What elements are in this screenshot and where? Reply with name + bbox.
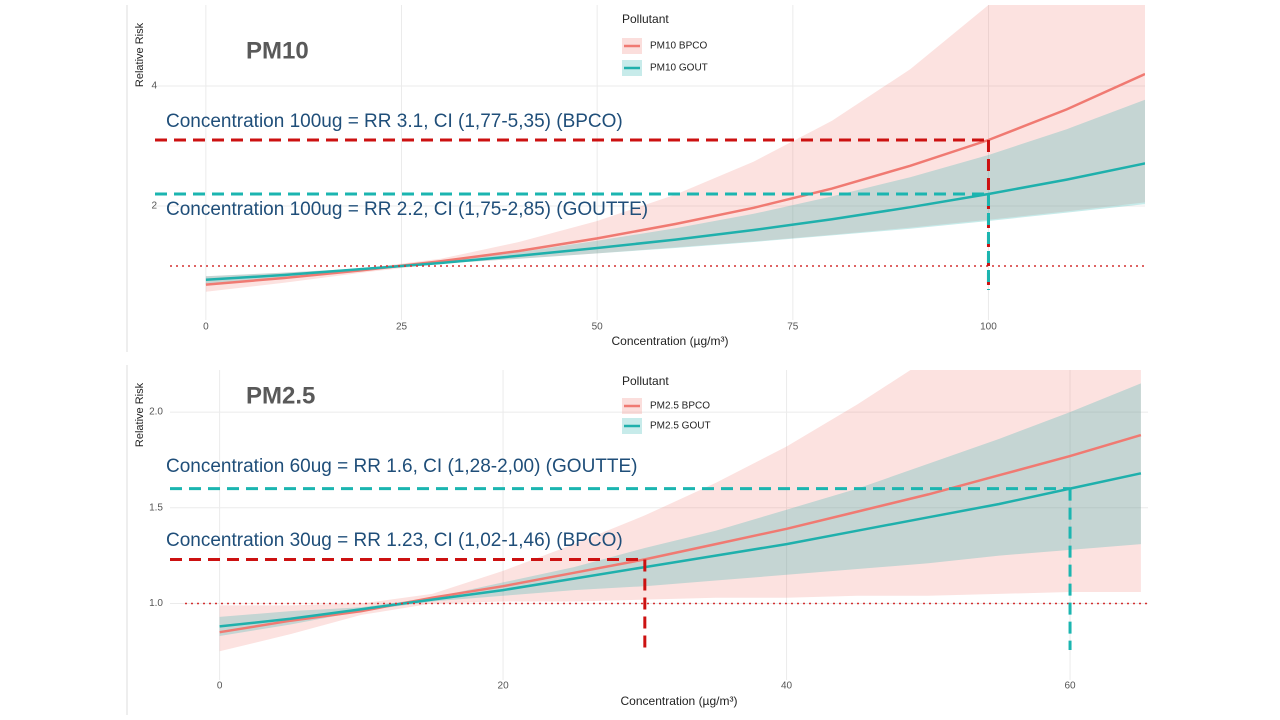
plot-area bbox=[155, 5, 1145, 320]
ci-band bbox=[205, 5, 1145, 292]
panel-title: PM10 bbox=[246, 37, 309, 64]
ci-band bbox=[219, 370, 1141, 652]
x-axis-label: Concentration (µg/m³) bbox=[621, 694, 738, 708]
panel-title: PM2.5 bbox=[246, 382, 315, 409]
x-tick-label: 0 bbox=[217, 681, 223, 692]
annotation-text: Concentration 100ug = RR 2.2, CI (1,75-2… bbox=[166, 199, 648, 220]
y-axis-label: Relative Risk bbox=[134, 382, 146, 447]
y-tick-label: 1.0 bbox=[149, 598, 163, 609]
x-tick-label: 0 bbox=[203, 322, 209, 333]
x-tick-label: 75 bbox=[787, 322, 799, 333]
legend-title: Pollutant bbox=[622, 374, 669, 388]
annotation-text: Concentration 100ug = RR 3.1, CI (1,77-5… bbox=[166, 111, 623, 132]
y-axis-label: Relative Risk bbox=[134, 22, 146, 87]
ci-band bbox=[205, 99, 1145, 284]
series-line bbox=[219, 433, 1142, 634]
x-tick-label: 25 bbox=[396, 322, 408, 333]
x-tick-label: 60 bbox=[1064, 681, 1076, 692]
x-axis-label: Concentration (µg/m³) bbox=[612, 334, 729, 348]
annotation-text: Concentration 60ug = RR 1.6, CI (1,28-2,… bbox=[166, 456, 638, 477]
x-tick-label: 50 bbox=[592, 322, 604, 333]
y-tick-label: 2.0 bbox=[149, 407, 163, 418]
x-tick-label: 100 bbox=[980, 322, 997, 333]
series-line bbox=[219, 472, 1142, 628]
legend-label: PM2.5 BPCO bbox=[650, 401, 710, 412]
legend-title: Pollutant bbox=[622, 12, 669, 26]
legend-label: PM10 BPCO bbox=[650, 41, 707, 52]
legend-label: PM2.5 GOUT bbox=[650, 421, 711, 432]
y-tick-label: 2 bbox=[151, 201, 157, 212]
x-tick-label: 20 bbox=[498, 681, 510, 692]
y-tick-label: 4 bbox=[151, 81, 157, 92]
annotation-text: Concentration 30ug = RR 1.23, CI (1,02-1… bbox=[166, 530, 623, 551]
ci-band bbox=[219, 383, 1141, 636]
legend-label: PM10 GOUT bbox=[650, 63, 708, 74]
y-tick-label: 1.5 bbox=[149, 502, 163, 513]
x-tick-label: 40 bbox=[781, 681, 793, 692]
